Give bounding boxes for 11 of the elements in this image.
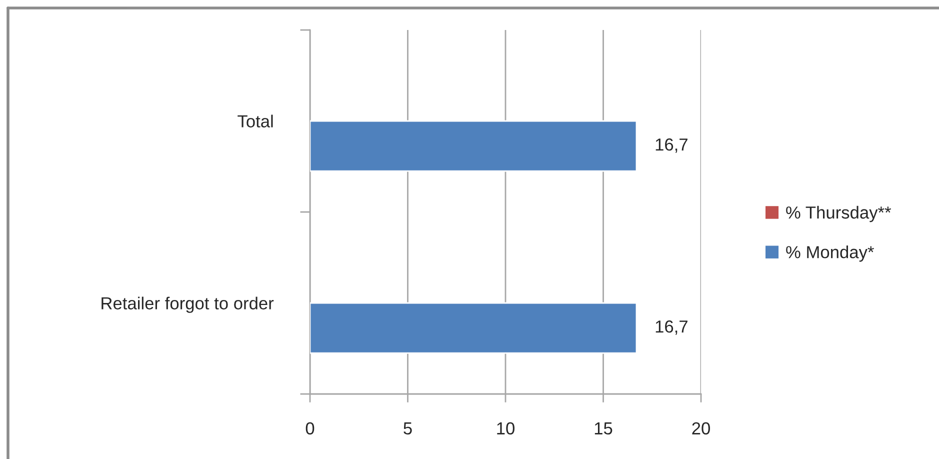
x-tick-label: 10	[497, 422, 514, 435]
x-tick-label: 5	[404, 422, 412, 435]
y-tick-label: Retailer forgot to order	[102, 296, 274, 313]
data-label: 16,7	[656, 138, 688, 153]
x-tick-label: 15	[594, 422, 612, 435]
x-tick-label: 20	[692, 422, 710, 435]
legend-label: % Monday*	[786, 246, 874, 262]
x-tick-label: 0	[306, 422, 314, 435]
data-label: 16,7	[656, 320, 688, 335]
legend-label: % Thursday**	[786, 206, 892, 222]
y-tick-label: Total	[238, 114, 273, 128]
